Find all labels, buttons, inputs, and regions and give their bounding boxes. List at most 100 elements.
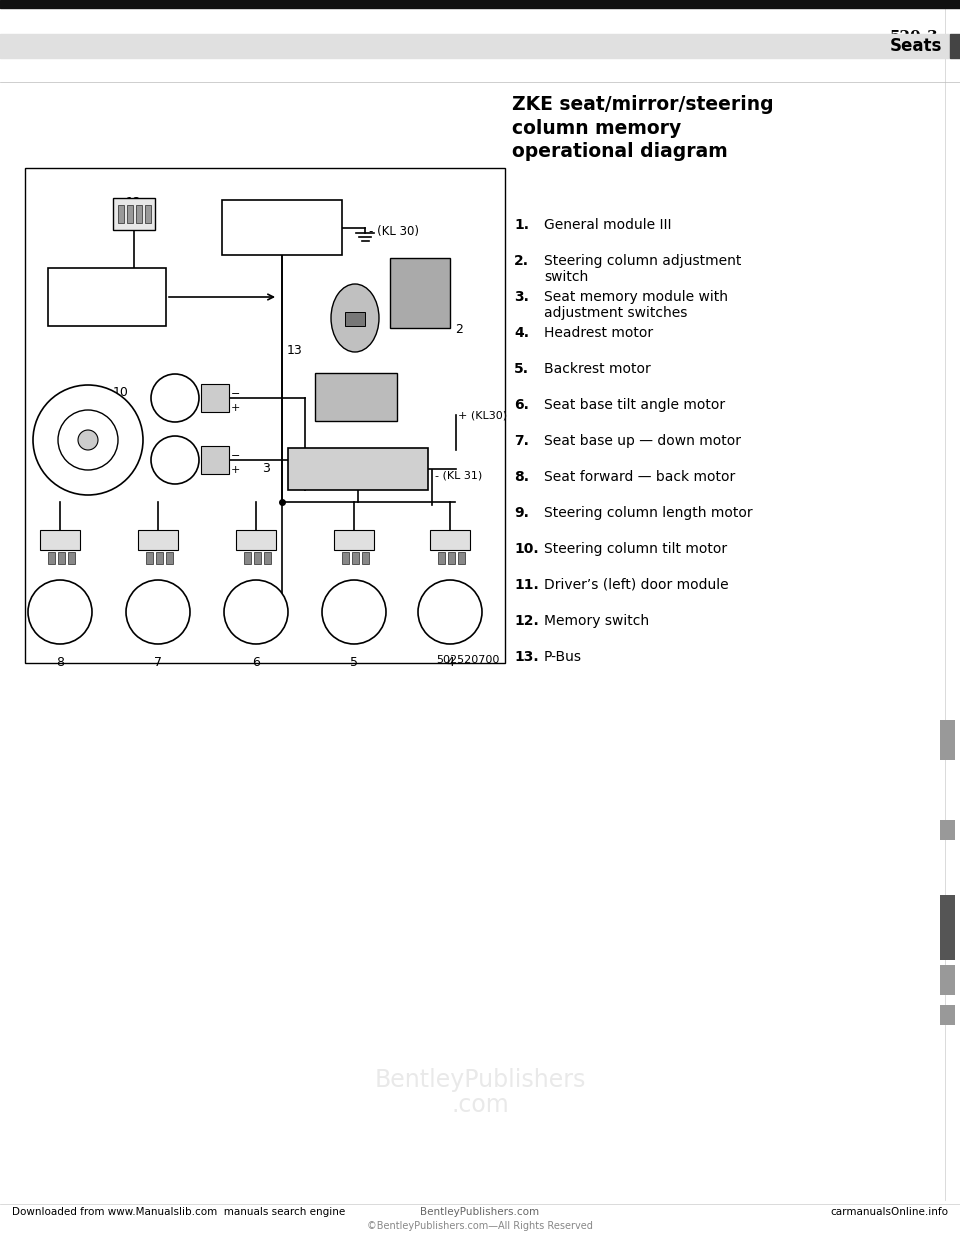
Bar bbox=[940, 965, 955, 995]
Bar bbox=[334, 530, 374, 550]
Text: M: M bbox=[442, 604, 458, 621]
Bar bbox=[118, 205, 124, 224]
Text: Memory switch: Memory switch bbox=[544, 614, 649, 628]
Text: Backrest motor: Backrest motor bbox=[544, 361, 651, 376]
Text: 3.: 3. bbox=[514, 289, 529, 304]
Bar bbox=[430, 530, 470, 550]
Text: −: − bbox=[231, 451, 240, 461]
Circle shape bbox=[418, 580, 482, 645]
Bar bbox=[264, 551, 271, 564]
Bar bbox=[940, 820, 955, 840]
Text: + (KL30): + (KL30) bbox=[458, 410, 507, 420]
Text: Seat memory module with
adjustment switches: Seat memory module with adjustment switc… bbox=[544, 289, 728, 320]
Text: ZKE seat/mirror/steering
column memory
operational diagram: ZKE seat/mirror/steering column memory o… bbox=[512, 94, 774, 161]
Text: 12: 12 bbox=[126, 196, 142, 209]
Bar bbox=[345, 312, 365, 325]
Bar bbox=[940, 895, 955, 960]
Text: 10.: 10. bbox=[514, 542, 539, 556]
Circle shape bbox=[151, 374, 199, 422]
Text: M: M bbox=[346, 604, 362, 621]
Text: +: + bbox=[340, 537, 348, 546]
Text: 11: 11 bbox=[96, 288, 118, 306]
Text: Steering column length motor: Steering column length motor bbox=[544, 505, 753, 520]
Text: Headrest motor: Headrest motor bbox=[544, 325, 653, 340]
Text: Steering column adjustment
switch: Steering column adjustment switch bbox=[544, 255, 741, 284]
Text: Seat forward — back motor: Seat forward — back motor bbox=[544, 469, 735, 484]
Bar bbox=[390, 258, 450, 328]
Bar bbox=[166, 551, 173, 564]
Circle shape bbox=[28, 580, 92, 645]
Bar bbox=[352, 551, 359, 564]
Text: Downloaded from www.Manualslib.com  manuals search engine: Downloaded from www.Manualslib.com manua… bbox=[12, 1207, 346, 1217]
Text: carmanualsOnline.info: carmanualsOnline.info bbox=[830, 1207, 948, 1217]
Text: 12.: 12. bbox=[514, 614, 539, 628]
Text: 520-3: 520-3 bbox=[889, 30, 938, 43]
Bar bbox=[438, 551, 445, 564]
Text: P-Bus: P-Bus bbox=[544, 650, 582, 664]
Bar bbox=[342, 551, 349, 564]
Text: −: − bbox=[356, 537, 365, 546]
Bar bbox=[0, 0, 960, 7]
Text: General module III: General module III bbox=[544, 219, 671, 232]
Text: .com: .com bbox=[451, 1093, 509, 1117]
Text: 13.: 13. bbox=[514, 650, 539, 664]
Text: −: − bbox=[62, 537, 71, 546]
Bar bbox=[58, 551, 65, 564]
Bar bbox=[950, 34, 960, 58]
Text: +: + bbox=[144, 537, 153, 546]
Text: BentleyPublishers.com: BentleyPublishers.com bbox=[420, 1207, 540, 1217]
Text: M: M bbox=[167, 452, 182, 467]
Bar bbox=[362, 551, 369, 564]
Text: Seat base tilt angle motor: Seat base tilt angle motor bbox=[544, 397, 725, 412]
Bar bbox=[940, 1005, 955, 1025]
Text: M: M bbox=[52, 604, 68, 621]
Text: 5.: 5. bbox=[514, 361, 529, 376]
Text: 2.: 2. bbox=[514, 255, 529, 268]
Bar bbox=[146, 551, 153, 564]
Text: 6.: 6. bbox=[514, 397, 529, 412]
Bar bbox=[315, 373, 397, 421]
Text: 1: 1 bbox=[276, 219, 287, 236]
Circle shape bbox=[322, 580, 386, 645]
Text: −: − bbox=[231, 389, 240, 399]
Text: 9: 9 bbox=[121, 447, 129, 461]
Text: 502520700: 502520700 bbox=[437, 655, 500, 664]
Text: −: − bbox=[160, 537, 169, 546]
Text: 6: 6 bbox=[252, 656, 260, 669]
Bar bbox=[156, 551, 163, 564]
Bar bbox=[113, 197, 155, 230]
Text: +: + bbox=[231, 465, 240, 474]
Bar bbox=[68, 551, 75, 564]
Bar bbox=[254, 551, 261, 564]
Text: 8: 8 bbox=[56, 656, 64, 669]
Bar bbox=[136, 205, 142, 224]
Circle shape bbox=[224, 580, 288, 645]
Bar bbox=[127, 205, 133, 224]
Bar bbox=[940, 720, 955, 760]
Text: 1.: 1. bbox=[514, 219, 529, 232]
Circle shape bbox=[78, 430, 98, 450]
Text: 9.: 9. bbox=[514, 505, 529, 520]
Text: −: − bbox=[452, 537, 461, 546]
Text: 13: 13 bbox=[287, 344, 302, 356]
Text: 10: 10 bbox=[113, 385, 129, 399]
Bar bbox=[0, 34, 950, 58]
Text: +: + bbox=[436, 537, 444, 546]
Bar bbox=[145, 205, 151, 224]
Bar bbox=[236, 530, 276, 550]
Bar bbox=[222, 200, 342, 255]
Text: M: M bbox=[248, 604, 264, 621]
Text: 11.: 11. bbox=[514, 578, 539, 592]
Bar bbox=[244, 551, 251, 564]
Circle shape bbox=[151, 436, 199, 484]
Text: - (KL 30): - (KL 30) bbox=[369, 225, 419, 237]
Text: Seats: Seats bbox=[890, 37, 942, 55]
Text: −: − bbox=[258, 537, 267, 546]
Bar bbox=[201, 384, 229, 412]
Bar bbox=[288, 448, 428, 491]
Bar bbox=[48, 551, 55, 564]
Bar bbox=[458, 551, 465, 564]
Text: M: M bbox=[150, 604, 166, 621]
Bar bbox=[48, 268, 166, 325]
Text: +: + bbox=[46, 537, 55, 546]
